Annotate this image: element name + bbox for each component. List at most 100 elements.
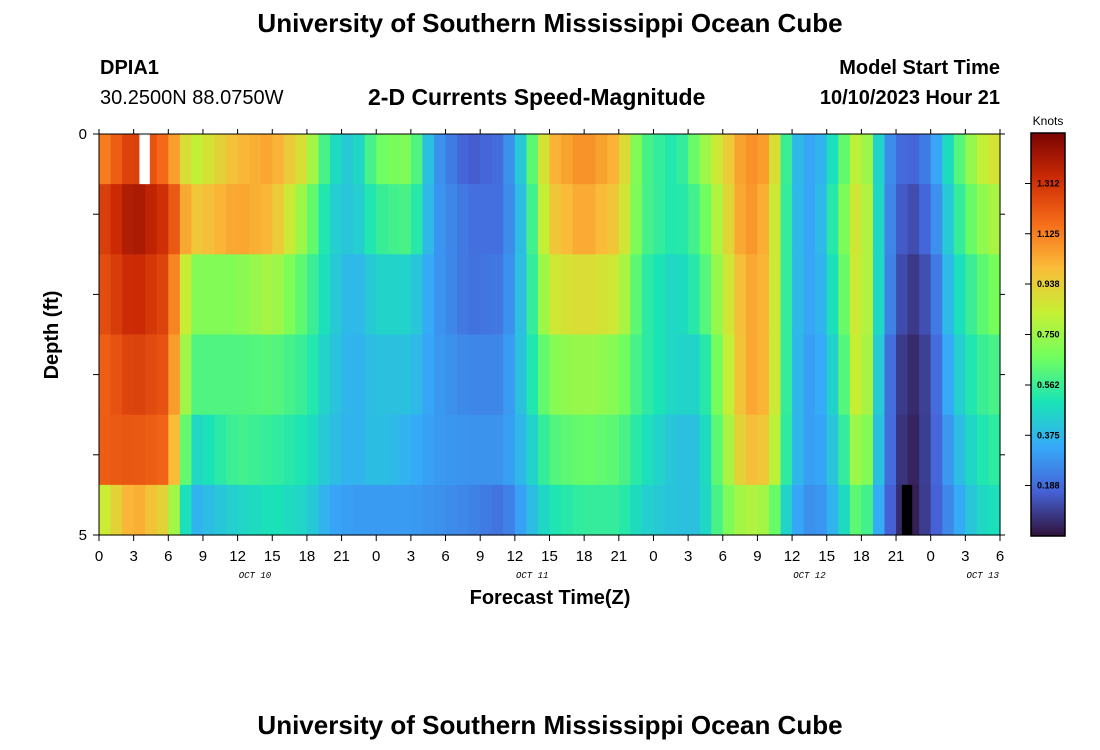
heatmap-cell bbox=[745, 334, 759, 416]
heatmap-cell bbox=[676, 184, 689, 255]
heatmap-cell bbox=[919, 484, 932, 536]
heatmap-cell bbox=[942, 254, 955, 336]
heatmap-cell bbox=[330, 134, 343, 185]
heatmap-cell bbox=[410, 184, 424, 255]
heatmap-cell bbox=[283, 184, 296, 255]
heatmap-cell bbox=[272, 134, 285, 185]
heatmap-cell bbox=[884, 334, 897, 416]
heatmap-cell bbox=[826, 484, 839, 536]
heatmap-cell bbox=[330, 484, 343, 536]
heatmap-cell bbox=[353, 414, 366, 486]
heatmap-cell bbox=[665, 184, 678, 255]
heatmap-cell bbox=[491, 254, 504, 336]
heatmap-cell bbox=[907, 134, 920, 185]
heatmap-cell bbox=[491, 184, 504, 255]
heatmap-cell bbox=[965, 254, 978, 336]
heatmap-cell bbox=[514, 334, 527, 416]
heatmap-cell bbox=[711, 254, 724, 336]
heatmap-cell bbox=[630, 184, 643, 255]
heatmap-cell bbox=[330, 414, 343, 486]
heatmap-cell bbox=[376, 414, 389, 486]
heatmap-cell bbox=[907, 184, 920, 255]
heatmap-cell bbox=[387, 334, 400, 416]
heatmap-cell bbox=[572, 184, 585, 255]
x-tick-label: 18 bbox=[299, 548, 316, 565]
heatmap-cell bbox=[260, 334, 273, 416]
heatmap-cell bbox=[768, 134, 782, 185]
heatmap-cell bbox=[145, 254, 158, 336]
heatmap-cell bbox=[272, 414, 285, 486]
heatmap-cell bbox=[503, 484, 516, 536]
heatmap-cell bbox=[468, 134, 481, 185]
heatmap-cell bbox=[561, 334, 574, 416]
heatmap-cell bbox=[838, 484, 851, 536]
heatmap-cell bbox=[884, 134, 897, 185]
heatmap-cell bbox=[537, 484, 551, 536]
missing-data-cell bbox=[901, 484, 913, 535]
heatmap-cell bbox=[965, 134, 978, 185]
heatmap-cell bbox=[168, 484, 181, 536]
heatmap-cell bbox=[191, 254, 204, 336]
heatmap-cell bbox=[838, 414, 851, 486]
axis-ticks bbox=[93, 129, 1005, 541]
heatmap-cell bbox=[226, 414, 239, 486]
heatmap-cell bbox=[341, 254, 354, 336]
heatmap-cell bbox=[815, 134, 828, 185]
heatmap-cell bbox=[722, 414, 735, 486]
heatmap-cell bbox=[457, 254, 470, 336]
heatmap-cell bbox=[422, 484, 435, 536]
heatmap-cell bbox=[202, 414, 216, 486]
x-tick-label: 6 bbox=[164, 548, 172, 565]
heatmap-cell bbox=[919, 254, 932, 336]
heatmap-cell bbox=[792, 254, 805, 336]
heatmap-cell bbox=[688, 334, 701, 416]
heatmap-cell bbox=[237, 414, 250, 486]
heatmap-cell bbox=[295, 414, 308, 486]
heatmap-cell bbox=[526, 254, 539, 336]
heatmap-cell bbox=[665, 414, 678, 486]
model-start-label: Model Start Time bbox=[839, 57, 1000, 79]
heatmap-cell bbox=[202, 484, 216, 536]
heatmap-cell bbox=[584, 484, 597, 536]
footer-title: University of Southern Mississippi Ocean… bbox=[257, 710, 843, 740]
heatmap-cell bbox=[168, 334, 181, 416]
heatmap-cell bbox=[514, 134, 527, 185]
heatmap-cell bbox=[942, 484, 955, 536]
heatmap-cell bbox=[283, 254, 296, 336]
heatmap-cell bbox=[283, 414, 296, 486]
heatmap-cell bbox=[156, 414, 169, 486]
heatmap-cell bbox=[468, 254, 481, 336]
heatmap-cell bbox=[226, 334, 239, 416]
heatmap-cell bbox=[942, 134, 955, 185]
x-tick-label: 6 bbox=[441, 548, 449, 565]
heatmap-cell bbox=[133, 184, 146, 255]
heatmap-cell bbox=[514, 184, 527, 255]
heatmap-cell bbox=[734, 254, 747, 336]
heatmap-cell bbox=[780, 334, 793, 416]
heatmap-cell bbox=[572, 334, 585, 416]
heatmap-cell bbox=[549, 184, 562, 255]
heatmap-cell bbox=[491, 484, 504, 536]
heatmap-cell bbox=[572, 414, 585, 486]
y-axis-label: Depth (ft) bbox=[41, 291, 63, 380]
heatmap-cell bbox=[630, 414, 643, 486]
heatmap-cell bbox=[953, 134, 966, 185]
heatmap-cell bbox=[480, 484, 493, 536]
heatmap-cell bbox=[249, 414, 262, 486]
heatmap-cell bbox=[387, 184, 400, 255]
heatmap-cell bbox=[757, 254, 770, 336]
heatmap-cell bbox=[699, 184, 712, 255]
heatmap-cell bbox=[399, 414, 412, 486]
heatmap-cell bbox=[815, 484, 828, 536]
heatmap-cell bbox=[341, 414, 354, 486]
heatmap-cell bbox=[688, 484, 701, 536]
heatmap-cell bbox=[433, 484, 447, 536]
heatmap-cell bbox=[815, 414, 828, 486]
heatmap-cell bbox=[849, 184, 862, 255]
heatmap-cell bbox=[826, 134, 839, 185]
heatmap-cell bbox=[803, 254, 816, 336]
heatmap-cell bbox=[884, 254, 897, 336]
heatmap-cell bbox=[433, 134, 447, 185]
x-tick-label: 12 bbox=[507, 548, 524, 565]
